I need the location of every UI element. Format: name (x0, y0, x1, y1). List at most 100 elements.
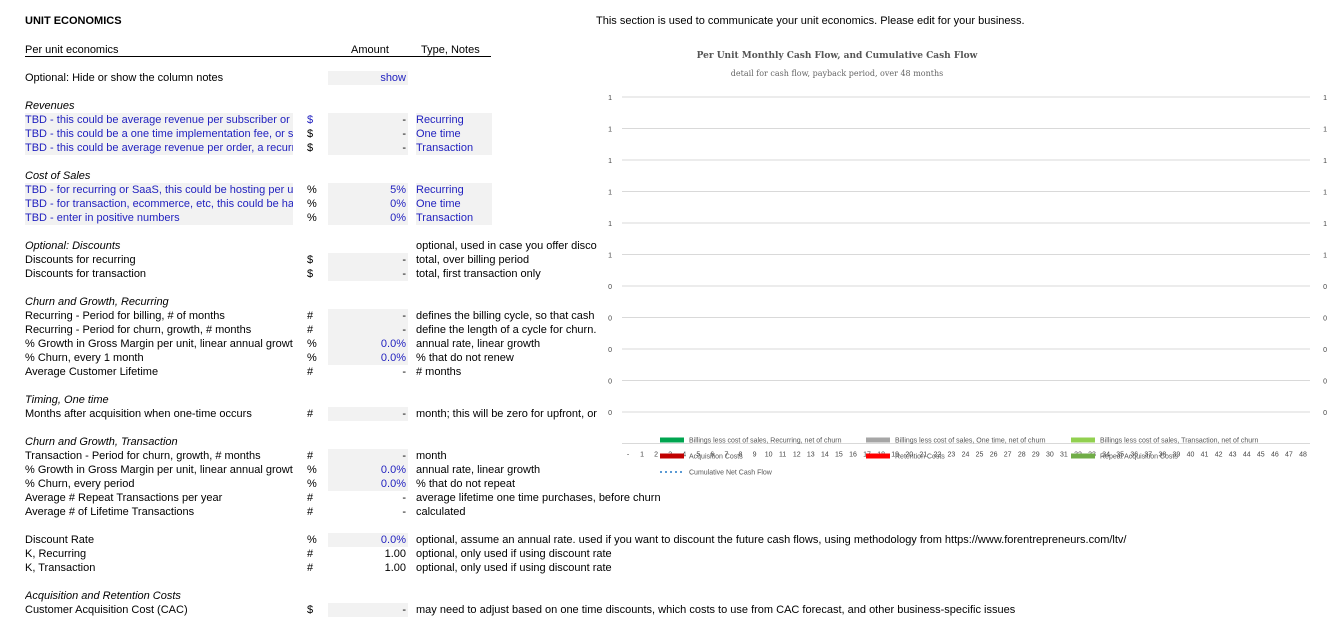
note-cell: total, over billing period (416, 254, 530, 266)
amount-cell[interactable]: - (328, 127, 408, 141)
acquisition-heading: Acquisition and Retention Costs (25, 590, 181, 602)
note-cell: total, first transaction only (416, 268, 541, 280)
row-label: Discounts for recurring (25, 254, 136, 266)
x-tick-label: - (627, 452, 630, 459)
unit-cell: % (307, 338, 317, 350)
legend-label: Retention Costs (895, 454, 945, 461)
type-cell[interactable]: Transaction (416, 211, 492, 225)
optional-toggle-cell[interactable]: show (328, 71, 408, 85)
amount-cell[interactable]: 0.0% (328, 351, 408, 365)
amount-cell[interactable]: - (328, 113, 408, 127)
cost-of-sales-heading-row: Cost of Sales (0, 169, 1342, 183)
x-tick-label: 36 (1130, 452, 1138, 459)
table-row: % Growth in Gross Margin per unit, linea… (0, 337, 1342, 351)
table-row: K, Recurring # 1.00 optional, only used … (0, 547, 1342, 561)
x-tick-label: 12 (793, 452, 801, 459)
row-label: Customer Acquisition Cost (CAC) (25, 604, 188, 616)
note-cell: calculated (416, 506, 466, 518)
y-tick-right: 1 (1323, 190, 1327, 197)
x-tick-label: 29 (1032, 452, 1040, 459)
amount-cell[interactable]: - (328, 323, 408, 337)
legend-label: Acquisition Costs (689, 454, 743, 461)
x-tick-label: 25 (976, 452, 984, 459)
x-tick-label: 35 (1116, 452, 1124, 459)
x-tick-label: 23 (948, 452, 956, 459)
row-label: K, Transaction (25, 562, 96, 574)
note-cell: define the length of a cycle for churn. (416, 324, 597, 336)
unit-cell: # (307, 492, 314, 504)
x-tick-label: 43 (1229, 452, 1237, 459)
note-cell: % that do not renew (416, 352, 514, 364)
optional-toggle-label: Optional: Hide or show the column notes (25, 72, 224, 84)
row-label: Discounts for transaction (25, 268, 147, 280)
churn-transaction-heading-row: Churn and Growth, Transaction (0, 435, 1342, 449)
legend-swatch (1071, 437, 1095, 443)
unit-cell: $ (307, 128, 314, 140)
amount-cell: - (402, 492, 406, 504)
amount-cell[interactable]: - (328, 141, 408, 155)
note-cell: may need to adjust based on one time dis… (416, 604, 1016, 616)
cost-label-cell[interactable]: TBD - for recurring or SaaS, this could … (25, 183, 293, 197)
x-tick-label: 7 (724, 452, 728, 459)
note-cell: % that do not repeat (416, 478, 516, 490)
x-tick-label: 30 (1046, 452, 1054, 459)
amount-cell[interactable]: 0.0% (328, 477, 408, 491)
amount-cell[interactable]: - (328, 407, 408, 421)
amount-cell[interactable]: - (328, 309, 408, 323)
amount-cell[interactable]: 0% (328, 197, 408, 211)
discounts-heading-row: Optional: Discounts optional, used in ca… (0, 239, 1342, 253)
amount-cell[interactable]: 0.0% (328, 337, 408, 351)
cost-label-cell[interactable]: TBD - enter in positive numbers (25, 211, 293, 225)
table-row: TBD - enter in positive numbers % 0% Tra… (0, 211, 1342, 225)
legend-label: Billings less cost of sales, Transaction… (1100, 438, 1258, 445)
note-cell: optional, assume an annual rate. used if… (416, 534, 1127, 546)
type-cell[interactable]: One time (416, 197, 492, 211)
cost-label-cell[interactable]: TBD - for transaction, ecommerce, etc, t… (25, 197, 293, 211)
amount-cell[interactable]: - (328, 449, 408, 463)
section-description: This section is used to communicate your… (596, 15, 1025, 27)
unit-cell: # (307, 450, 314, 462)
x-tick-label: 4 (682, 452, 686, 459)
amount-cell[interactable]: - (328, 267, 408, 281)
table-row: Average # Repeat Transactions per year #… (0, 491, 1342, 505)
y-tick-right: 0 (1323, 284, 1327, 291)
x-tick-label: 27 (1004, 452, 1012, 459)
x-tick-label: 28 (1018, 452, 1026, 459)
x-tick-label: 40 (1187, 452, 1195, 459)
unit-cell: $ (307, 268, 314, 280)
table-row: Customer Acquisition Cost (CAC) $ - may … (0, 603, 1342, 617)
table-row: TBD - this could be average revenue per … (0, 113, 1342, 127)
revenue-label-cell[interactable]: TBD - this could be a one time implement… (25, 127, 293, 141)
x-tick-label: 19 (891, 452, 899, 459)
revenue-label-cell[interactable]: TBD - this could be average revenue per … (25, 141, 293, 155)
amount-cell[interactable]: 0% (328, 211, 408, 225)
note-cell: month; this will be zero for upfront, or (416, 408, 597, 420)
amount-cell[interactable]: 0.0% (328, 533, 408, 547)
unit-cell: % (307, 464, 317, 476)
type-cell[interactable]: Recurring (416, 113, 492, 127)
revenue-label-cell[interactable]: TBD - this could be average revenue per … (25, 113, 293, 127)
cash-flow-chart[interactable]: Per Unit Monthly Cash Flow, and Cumulati… (600, 40, 1342, 490)
x-tick-label: 34 (1102, 452, 1110, 459)
x-tick-label: 6 (710, 452, 714, 459)
x-tick-label: 41 (1201, 452, 1209, 459)
unit-cell: # (307, 310, 314, 322)
y-tick-right: 1 (1323, 221, 1327, 228)
type-cell[interactable]: Transaction (416, 141, 492, 155)
table-row: Recurring - Period for billing, # of mon… (0, 309, 1342, 323)
row-label: K, Recurring (25, 548, 87, 560)
table-row: TBD - this could be a one time implement… (0, 127, 1342, 141)
unit-cell: # (307, 506, 314, 518)
amount-cell[interactable]: 5% (328, 183, 408, 197)
unit-cell: # (307, 548, 314, 560)
x-tick-label: 38 (1158, 452, 1166, 459)
amount-cell[interactable]: 0.0% (328, 463, 408, 477)
y-tick-left: 0 (608, 347, 612, 354)
amount-cell[interactable]: - (328, 253, 408, 267)
x-tick-label: 1 (640, 452, 644, 459)
column-header-amount: Amount (351, 44, 389, 56)
type-cell[interactable]: One time (416, 127, 492, 141)
legend-label: Billings less cost of sales, Recurring, … (689, 438, 842, 445)
amount-cell[interactable]: - (328, 603, 408, 617)
type-cell[interactable]: Recurring (416, 183, 492, 197)
